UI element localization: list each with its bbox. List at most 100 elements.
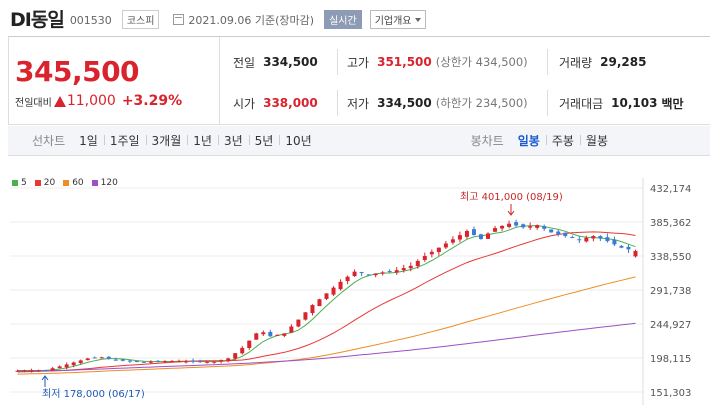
- candle-body: [184, 361, 189, 363]
- tab-1w[interactable]: 1주일: [103, 132, 146, 149]
- candle-body: [556, 231, 561, 235]
- legend-ma60: 60: [63, 178, 84, 188]
- high-cell: 고가 351,500 (상한가 434,500): [347, 52, 528, 72]
- y-tick-label: 244,927: [650, 320, 691, 331]
- candle-body: [219, 360, 224, 362]
- candle-body: [387, 271, 392, 273]
- candle-body: [486, 233, 491, 239]
- candle-body: [345, 276, 350, 282]
- candlestick-plot: 432,174 385,362 338,550 291,738 244,927 198,1…: [10, 178, 691, 405]
- legend-swatch: [63, 180, 70, 186]
- candle-body: [261, 332, 266, 335]
- candle-body: [415, 260, 420, 267]
- legend-label: 5: [21, 178, 27, 188]
- tab-weekly[interactable]: 주봉: [545, 132, 580, 149]
- market-badge: 코스피: [121, 10, 160, 29]
- trade-value: 10,103: [611, 96, 658, 110]
- tab-1y[interactable]: 1년: [187, 132, 218, 149]
- trade-value-unit: 백만: [661, 96, 684, 111]
- line-chart-label: 선차트: [32, 134, 66, 148]
- current-price: 345,500: [15, 55, 140, 88]
- open-cell: 시가 338,000: [233, 93, 318, 113]
- min-arrow-icon: [41, 375, 49, 387]
- candle-body: [394, 270, 399, 273]
- candle-body: [78, 360, 83, 364]
- candle-body: [106, 356, 111, 359]
- candle-body: [282, 333, 287, 336]
- ma20-line: [17, 231, 636, 372]
- trade-value-label: 거래대금: [559, 96, 604, 111]
- candle-body: [549, 229, 554, 233]
- divider: [337, 90, 338, 116]
- tab-1d[interactable]: 1일: [79, 134, 98, 148]
- candle-body: [457, 235, 462, 240]
- candle-body: [352, 271, 357, 277]
- candle-chart-label: 봉차트: [470, 134, 504, 148]
- candle-body: [619, 245, 624, 248]
- candle-body: [170, 360, 175, 362]
- candle-body: [296, 319, 301, 327]
- candle-body: [563, 232, 568, 237]
- legend-swatch: [91, 180, 98, 186]
- ma60-line: [17, 276, 636, 375]
- volume-cell: 거래량 29,285: [559, 52, 646, 72]
- tab-3m[interactable]: 3개월: [145, 132, 188, 149]
- low-label: 저가: [347, 96, 370, 111]
- candle-body: [22, 370, 27, 372]
- open-value: 338,000: [263, 96, 318, 110]
- candle-body: [401, 268, 406, 271]
- prev-close-value: 334,500: [263, 55, 318, 69]
- candle-body: [380, 272, 385, 274]
- candle-body: [584, 237, 589, 242]
- legend-ma120: 120: [91, 178, 118, 188]
- legend-swatch: [34, 180, 41, 186]
- candle-body: [310, 305, 315, 314]
- divider: [337, 49, 338, 75]
- y-tick-label: 432,174: [650, 184, 691, 195]
- tab-3y[interactable]: 3년: [217, 132, 249, 149]
- legend-label: 20: [43, 178, 56, 188]
- prev-close-cell: 전일 334,500: [233, 52, 318, 72]
- candle-body: [612, 239, 617, 245]
- candle-body: [408, 265, 413, 269]
- up-arrow-icon: [53, 95, 66, 107]
- candle-body: [429, 251, 434, 255]
- candle-body: [191, 360, 196, 362]
- candle-body: [148, 361, 153, 363]
- change-value: 11,000: [66, 93, 116, 109]
- candle-body: [226, 358, 231, 362]
- candle-body: [535, 225, 540, 228]
- candle-body: [303, 312, 308, 320]
- change-row: 전일대비 11,000 +3.29%: [15, 93, 182, 109]
- open-label: 시가: [233, 96, 256, 111]
- change-rate: +3.29%: [121, 93, 183, 109]
- lower-limit: (하한가 234,500): [435, 96, 528, 110]
- candle-body: [450, 239, 455, 243]
- candle-body: [205, 361, 210, 363]
- candle-body: [120, 359, 125, 361]
- candle-body: [177, 361, 182, 363]
- candle-body: [464, 230, 469, 237]
- tab-monthly[interactable]: 월봉: [579, 132, 614, 149]
- tab-5y[interactable]: 5년: [248, 132, 280, 149]
- candle-body: [233, 353, 238, 359]
- candle-body: [436, 247, 441, 253]
- company-info-select[interactable]: 기업개요: [369, 10, 426, 29]
- candle-body: [29, 370, 34, 372]
- candle-body: [373, 273, 378, 276]
- candle-body: [331, 287, 336, 295]
- ma5-line: [17, 225, 636, 371]
- candle-body: [422, 256, 427, 260]
- tab-daily[interactable]: 일봉: [517, 134, 540, 148]
- stock-name: DI동일: [10, 8, 65, 31]
- tab-10y[interactable]: 10년: [279, 132, 317, 149]
- candle-body: [289, 326, 294, 333]
- candle-body: [317, 299, 322, 307]
- candle-body: [633, 250, 638, 257]
- y-tick-label: 291,738: [650, 286, 691, 297]
- candle-body: [275, 334, 280, 336]
- legend-swatch: [12, 180, 18, 186]
- candle-body: [240, 347, 245, 354]
- realtime-button[interactable]: 실시간: [324, 10, 362, 29]
- candle-body: [71, 362, 76, 366]
